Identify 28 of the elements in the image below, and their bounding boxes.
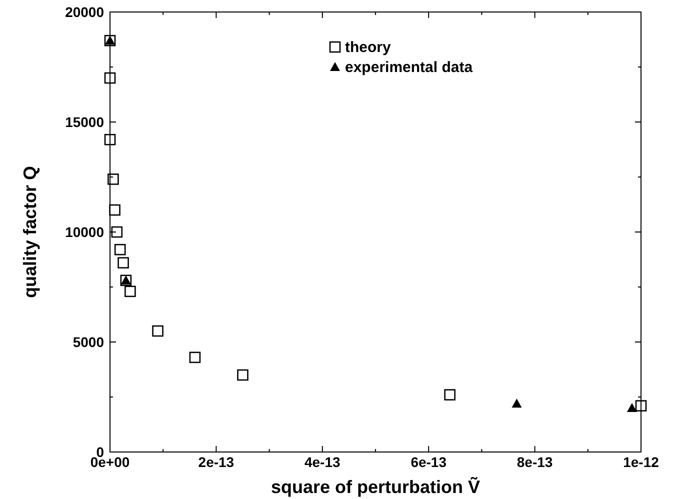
point <box>124 286 136 298</box>
y-tick-label: 20000 <box>65 4 104 20</box>
x-axis-title: square of perturbation Ṽ <box>270 476 480 497</box>
point <box>108 174 119 185</box>
y-tick-label: 15000 <box>65 114 104 130</box>
x-tick-label: 4e-13 <box>304 454 341 470</box>
point <box>109 204 120 216</box>
point <box>118 257 129 268</box>
y-tick-label: 5000 <box>72 334 104 350</box>
point <box>111 226 123 238</box>
point <box>635 400 647 412</box>
point <box>512 398 522 408</box>
legend-label: experimental data <box>345 59 474 76</box>
point <box>104 72 116 84</box>
x-tick-label: 6e-13 <box>410 454 447 470</box>
point <box>114 244 126 256</box>
y-axis-title: quality factor Q <box>20 166 40 298</box>
point <box>444 389 456 400</box>
y-tick-label: 10000 <box>65 224 104 240</box>
point <box>104 134 116 146</box>
point <box>152 325 164 337</box>
point <box>626 403 637 412</box>
x-tick-label: 2e-13 <box>198 454 234 470</box>
point <box>189 352 201 364</box>
point <box>237 369 248 381</box>
x-tick-label: 8e-13 <box>516 454 553 470</box>
x-tick-label: 1e-12 <box>623 454 660 470</box>
legend-label: theory <box>345 39 392 56</box>
